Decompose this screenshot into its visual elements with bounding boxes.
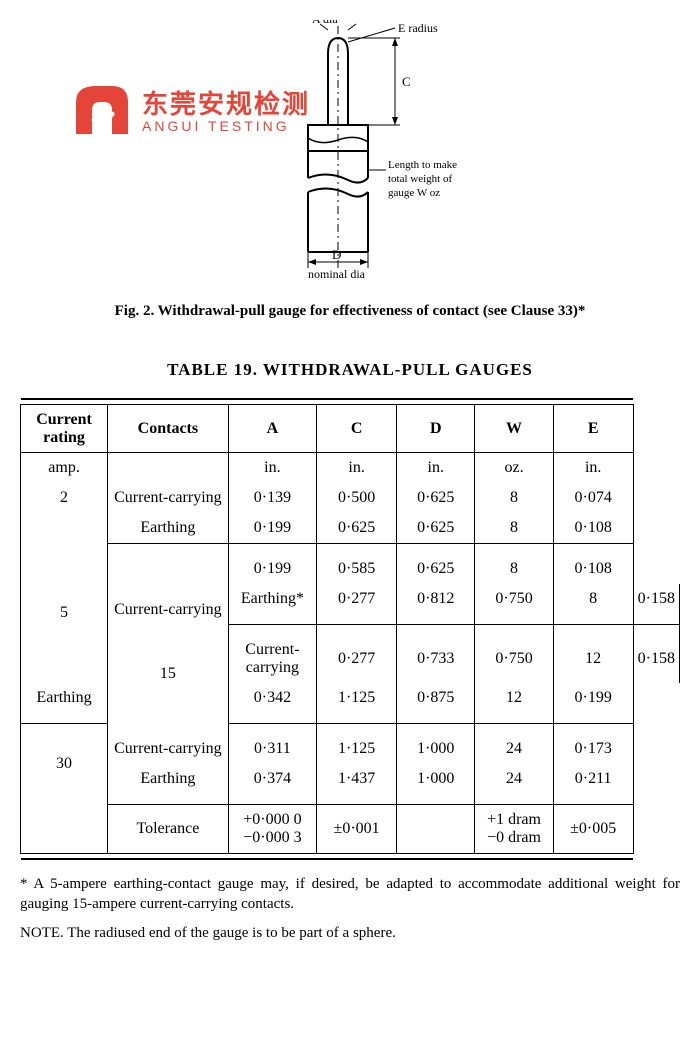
unit-in: in. — [228, 453, 316, 484]
label-e-radius: E radius — [398, 21, 438, 35]
rating-cell: 5 — [21, 544, 108, 684]
footnote: * A 5-ampere earthing-contact gauge may,… — [20, 874, 680, 915]
col-contacts: Contacts — [108, 405, 229, 453]
contact-cell: Current-carrying — [108, 453, 229, 514]
note: NOTE. The radiused end of the gauge is t… — [20, 925, 680, 942]
table-row: Earthing 0·199 0·625 0·625 8 0·108 — [21, 513, 680, 544]
rating-cell: 2 — [21, 483, 108, 544]
table-title: TABLE 19. WITHDRAWAL-PULL GAUGES — [20, 360, 680, 380]
label-nominal: nominal dia — [308, 267, 366, 280]
tolerance-c: ±0·001 — [317, 805, 397, 854]
gauge-table: Currentrating Contacts A C D W E amp. Cu… — [20, 398, 680, 860]
tolerance-w: +1 dram−0 dram — [475, 805, 553, 854]
unit-in: in. — [553, 453, 633, 484]
contact-cell: Earthing* — [228, 584, 316, 625]
tolerance-d — [397, 805, 475, 854]
figure-caption: Fig. 2. Withdrawal-pull gauge for effect… — [20, 303, 680, 320]
label-c: C — [402, 74, 411, 89]
spacer-row — [21, 854, 680, 860]
unit-amp: amp. — [21, 453, 108, 484]
table-row: 15 Current-carrying 0·277 0·733 0·750 12… — [21, 625, 680, 684]
col-w: W — [475, 405, 553, 453]
label-length-2: total weight of — [388, 173, 452, 185]
unit-oz: oz. — [475, 453, 553, 484]
contact-cell: Current-carrying — [108, 724, 229, 765]
table-row: Earthing 0·374 1·437 1·000 24 0·211 — [21, 764, 680, 805]
header-row: Currentrating Contacts A C D W E — [21, 405, 680, 453]
contact-cell: Earthing — [108, 764, 229, 805]
tolerance-a: +0·000 0−0·000 3 — [228, 805, 316, 854]
label-d: D — [332, 247, 341, 262]
rating-cell: 15 — [108, 625, 229, 724]
watermark-logo-icon — [70, 80, 134, 144]
tolerance-e: ±0·005 — [553, 805, 633, 854]
tolerance-label: Tolerance — [108, 805, 229, 854]
rating-cell: 30 — [21, 724, 108, 805]
col-c: C — [317, 405, 397, 453]
watermark: 东莞安规检测 ANGUI TESTING — [70, 80, 310, 144]
table-row: 5 Current-carrying 0·199 0·585 0·625 8 0… — [21, 544, 680, 585]
contact-cell: Current-carrying — [108, 544, 229, 625]
tolerance-row: Tolerance +0·000 0−0·000 3 ±0·001 +1 dra… — [21, 805, 680, 854]
col-d: D — [397, 405, 475, 453]
table-row: 30 Current-carrying 0·311 1·125 1·000 24… — [21, 724, 680, 765]
contact-cell: Earthing — [108, 513, 229, 544]
units-row: amp. Current-carrying in. in. in. oz. in… — [21, 453, 680, 484]
gauge-diagram: A dia E radius C Length to make total we… — [220, 20, 480, 280]
unit-in: in. — [397, 453, 475, 484]
col-e: E — [553, 405, 633, 453]
col-current-rating: Currentrating — [21, 405, 108, 453]
contact-cell: Current-carrying — [228, 625, 316, 684]
contact-cell: Earthing — [21, 683, 108, 724]
unit-in: in. — [317, 453, 397, 484]
watermark-en: ANGUI TESTING — [142, 119, 290, 134]
col-a: A — [228, 405, 316, 453]
label-length-1: Length to make — [388, 159, 457, 171]
label-a-dia: A dia — [312, 20, 338, 26]
figure-region: A dia E radius C Length to make total we… — [20, 20, 680, 320]
label-length-3: gauge W oz — [388, 187, 440, 199]
watermark-cn: 东莞安规检测 — [142, 90, 310, 119]
